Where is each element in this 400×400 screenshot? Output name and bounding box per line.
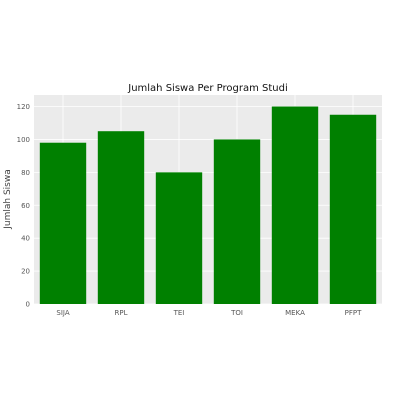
x-tick-label: RPL: [115, 309, 128, 317]
bar-tei: [155, 172, 203, 304]
x-tick-label: TEI: [173, 309, 185, 317]
y-tick-labels: 0 20 40 60 80 100 120: [17, 103, 30, 308]
x-tick-labels: SIJA RPL TEI TOI MEKA PFPT: [56, 309, 362, 317]
bar-toi: [213, 139, 261, 304]
y-axis-title: Jumlah Siswa: [3, 169, 13, 229]
y-tick-label: 120: [17, 103, 30, 111]
bars: [39, 106, 377, 304]
x-tick-label: MEKA: [285, 309, 305, 317]
y-tick-label: 60: [21, 202, 30, 210]
plot-area: [34, 95, 382, 304]
y-tick-label: 20: [21, 268, 30, 276]
chart-title: Jumlah Siswa Per Program Studi: [127, 83, 288, 94]
x-tick-label: PFPT: [345, 309, 362, 317]
y-tick-label: 100: [17, 136, 30, 144]
y-tick-label: 80: [21, 169, 30, 177]
bar-meka: [271, 106, 319, 304]
y-tick-label: 0: [26, 301, 30, 309]
bar-sija: [39, 142, 87, 304]
x-tick-label: SIJA: [56, 309, 69, 317]
y-tick-label: 40: [21, 235, 30, 243]
x-tick-label: TOI: [230, 309, 243, 317]
bar-rpl: [97, 131, 145, 304]
bar-pfpt: [329, 114, 377, 304]
